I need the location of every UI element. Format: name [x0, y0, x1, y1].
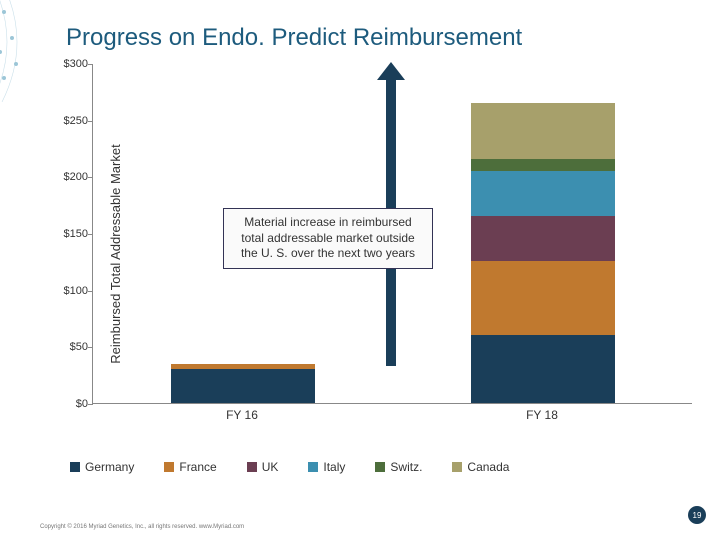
bar-segment-italy [471, 171, 615, 216]
legend-item: Italy [308, 460, 345, 474]
y-tick [88, 177, 93, 178]
slide-number-badge: 19 [688, 506, 706, 524]
legend-label: Germany [85, 460, 134, 474]
legend-swatch [375, 462, 385, 472]
legend-swatch [247, 462, 257, 472]
legend-swatch [308, 462, 318, 472]
legend-item: Switz. [375, 460, 422, 474]
arrow-head-icon [377, 62, 405, 80]
plot-area: Material increase in reimbursed total ad… [92, 64, 692, 404]
y-tick-label: $250 [48, 115, 88, 127]
y-tick [88, 291, 93, 292]
y-tick [88, 234, 93, 235]
y-tick-label: $0 [48, 398, 88, 410]
legend-label: France [179, 460, 216, 474]
annotation-text: Material increase in reimbursed total ad… [241, 215, 415, 260]
y-tick-label: $100 [48, 285, 88, 297]
y-tick [88, 64, 93, 65]
copyright-footer: Copyright © 2016 Myriad Genetics, Inc., … [40, 524, 244, 530]
y-tick-label: $300 [48, 58, 88, 70]
legend: Germany France UK Italy Switz. Canada [70, 460, 690, 474]
bar-segment-canada [471, 103, 615, 160]
y-tick-label: $50 [48, 341, 88, 353]
y-tick [88, 347, 93, 348]
legend-swatch [70, 462, 80, 472]
legend-label: UK [262, 460, 279, 474]
bar-segment-germany [471, 335, 615, 403]
annotation-box: Material increase in reimbursed total ad… [223, 208, 433, 269]
legend-item: Canada [452, 460, 509, 474]
bar-stack [471, 103, 615, 403]
legend-label: Italy [323, 460, 345, 474]
bar-segment-uk [471, 216, 615, 261]
y-tick-label: $150 [48, 228, 88, 240]
y-tick-label: $200 [48, 171, 88, 183]
legend-swatch [164, 462, 174, 472]
legend-swatch [452, 462, 462, 472]
legend-label: Switz. [390, 460, 422, 474]
category-label: FY 16 [226, 408, 258, 422]
legend-label: Canada [467, 460, 509, 474]
category-label: FY 18 [526, 408, 558, 422]
chart-container: Reimbursed Total Addressable Market Mate… [20, 64, 692, 444]
bar-segment-switz [471, 159, 615, 170]
legend-item: France [164, 460, 216, 474]
page-title: Progress on Endo. Predict Reimbursement [0, 0, 720, 56]
bar-stack [171, 364, 315, 403]
legend-item: Germany [70, 460, 134, 474]
y-tick [88, 121, 93, 122]
bar-segment-germany [171, 369, 315, 403]
bar-segment-france [471, 261, 615, 335]
y-tick [88, 404, 93, 405]
legend-item: UK [247, 460, 279, 474]
